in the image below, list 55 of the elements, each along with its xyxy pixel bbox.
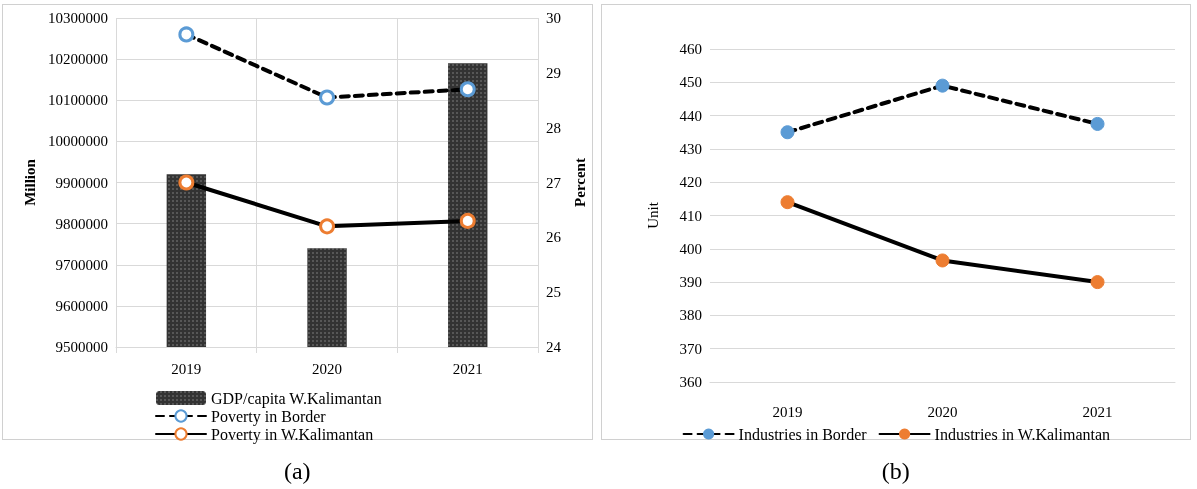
y2-axis-title: Percent <box>571 158 588 207</box>
y-axis-title: Million <box>21 158 38 206</box>
point <box>780 195 794 210</box>
y-tick-label: 10300000 <box>48 10 108 26</box>
y2-tick-label: 30 <box>546 10 562 26</box>
y2-tick-label: 24 <box>546 339 562 355</box>
y-tick-label: 10200000 <box>48 51 108 68</box>
y-tick-label: 400 <box>679 240 702 257</box>
point <box>935 78 949 93</box>
y-tick-label: 10000000 <box>48 133 108 150</box>
y-tick-label: 380 <box>679 307 702 324</box>
y-tick-label: 390 <box>679 274 702 291</box>
y-tick-label: 430 <box>679 140 702 157</box>
point <box>459 81 476 98</box>
y-tick-label: 460 <box>679 41 702 57</box>
y-tick-label: 9700000 <box>55 256 108 273</box>
x-tick-label: 2020 <box>927 403 957 420</box>
x-tick-label: 2021 <box>452 360 483 377</box>
y-tick-label: 10100000 <box>48 92 108 109</box>
legend-label: GDP/capita W.Kalimantan <box>211 389 382 408</box>
y2-tick-label: 29 <box>546 64 562 81</box>
point <box>178 174 195 191</box>
y-tick-label: 9900000 <box>55 174 108 191</box>
point <box>319 89 336 106</box>
point <box>780 125 794 140</box>
y-tick-label: 440 <box>679 107 702 124</box>
y2-tick-label: 26 <box>546 229 562 246</box>
x-tick-label: 2021 <box>1082 403 1112 420</box>
point <box>178 26 195 43</box>
y2-tick-label: 27 <box>546 174 562 191</box>
point <box>459 212 476 229</box>
point <box>1090 116 1104 131</box>
legend-label: Industries in W.Kalimantan <box>934 425 1110 443</box>
legend-label: Industries in Border <box>738 425 867 443</box>
y-axis-title: Unit <box>644 201 660 229</box>
text: (a) <box>282 458 312 485</box>
point <box>1090 275 1104 290</box>
x-tick-label: 2019 <box>171 360 202 377</box>
y-tick-label: 370 <box>679 340 702 357</box>
y-tick-label: 360 <box>679 374 702 390</box>
y-tick-label: 9800000 <box>55 215 108 232</box>
y-tick-label: 420 <box>679 174 702 191</box>
point <box>319 218 336 235</box>
x-tick-label: 2019 <box>772 403 802 420</box>
y-tick-label: 450 <box>679 74 702 91</box>
y-tick-label: 9500000 <box>55 339 108 355</box>
y-tick-label: 9600000 <box>55 297 108 314</box>
y-tick-label: 410 <box>679 207 702 224</box>
legend-label: Poverty in W.Kalimantan <box>211 425 374 444</box>
y2-tick-label: 25 <box>546 284 562 301</box>
text: (b) <box>880 458 911 485</box>
x-tick-label: 2020 <box>312 360 343 377</box>
legend-label: Poverty in Border <box>211 407 327 426</box>
point <box>935 253 949 268</box>
y2-tick-label: 28 <box>546 119 562 136</box>
